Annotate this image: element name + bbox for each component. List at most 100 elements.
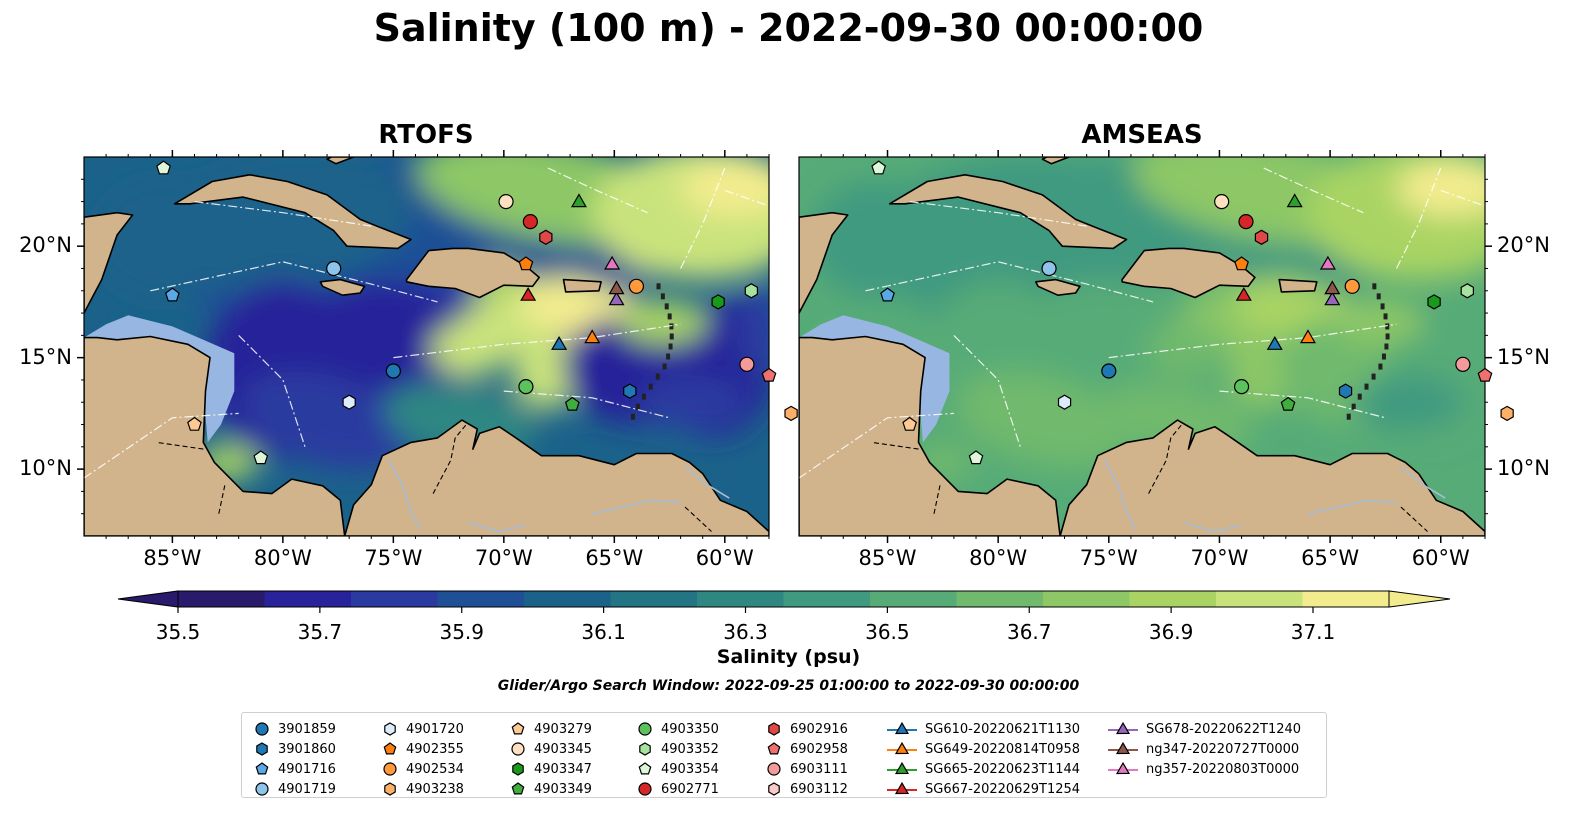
colorbar-segment xyxy=(1216,591,1303,607)
legend-label: 4901719 xyxy=(278,781,336,797)
panel-title-amseas: AMSEAS xyxy=(1081,120,1203,150)
lat-tick-label: 20°N xyxy=(19,233,72,258)
platform-marker xyxy=(604,255,621,270)
platform-marker xyxy=(1338,383,1353,399)
platform-marker xyxy=(1455,356,1471,372)
legend-item: 4903279 xyxy=(510,719,592,739)
legend-label: 4903349 xyxy=(534,781,592,797)
platform-marker xyxy=(520,287,537,301)
legend-label: SG665-20220623T1144 xyxy=(925,761,1081,777)
legend-marker xyxy=(1108,741,1138,755)
landmass xyxy=(405,247,540,299)
colorbar-tick-label: 35.5 xyxy=(156,620,201,644)
platform-marker xyxy=(628,278,645,294)
legend-marker xyxy=(256,742,268,756)
legend-item: SG610-20220621T1130 xyxy=(887,719,1080,739)
lon-tick-label: 80°W xyxy=(969,546,1028,570)
legend-item: ng347-20220727T0000 xyxy=(1108,739,1301,759)
legend-symbol xyxy=(255,782,269,796)
colorbar-tick-label: 37.1 xyxy=(1291,620,1336,644)
legend-column: 4903279 4903345 4903347 4903349 xyxy=(510,719,592,799)
colorbar-segment xyxy=(870,591,957,607)
lat-tick-label: 10°N xyxy=(19,456,72,481)
legend-symbol xyxy=(638,722,652,736)
colorbar-tick-label: 36.9 xyxy=(1149,620,1194,644)
legend-label: SG610-20220621T1130 xyxy=(925,721,1081,737)
landmass xyxy=(326,157,355,165)
platform-marker xyxy=(342,394,356,410)
platform-marker xyxy=(1280,396,1296,411)
lon-tick-label: 70°W xyxy=(474,546,533,570)
platform-marker xyxy=(1299,329,1316,344)
legend-column: SG610-20220621T1130 SG649-20220814T0958 SG… xyxy=(887,719,1080,799)
colorbar-tick-label: 35.9 xyxy=(439,620,484,644)
landmass xyxy=(84,335,346,536)
platform-marker xyxy=(1214,193,1230,210)
legend-marker xyxy=(638,782,652,796)
legend-symbol xyxy=(1115,741,1131,755)
platform-marker xyxy=(739,356,755,372)
legend-label: 4903238 xyxy=(406,781,464,797)
platform-marker xyxy=(1057,394,1072,410)
legend-symbol xyxy=(256,742,268,756)
colorbar-segment xyxy=(783,591,871,607)
colorbar-min-extend xyxy=(117,590,179,608)
legend-marker xyxy=(638,762,652,775)
amseas-map-panel xyxy=(798,150,1514,543)
platform-marker xyxy=(1234,256,1249,271)
colorbar-segment xyxy=(697,591,784,607)
landmass xyxy=(1035,278,1081,296)
legend-marker xyxy=(768,722,780,736)
legend-label: ng347-20220727T0000 xyxy=(1146,741,1300,757)
legend-symbol xyxy=(768,782,780,796)
colorbar-max-extend xyxy=(1388,590,1451,608)
legend-marker xyxy=(511,782,525,795)
colorbar: 35.5 35.7 35.9 36.1 36.3 36.5 36.7 36.9 37.1 xyxy=(117,590,1451,644)
platform-marker xyxy=(744,283,759,299)
legend-marker xyxy=(512,762,524,776)
lon-tick-label: 75°W xyxy=(364,546,423,570)
legend-label: 4903279 xyxy=(534,721,592,737)
platform-marker xyxy=(1233,379,1250,395)
legend-item: 3901860 xyxy=(254,739,336,759)
landmass xyxy=(1041,157,1070,165)
landmass xyxy=(1278,278,1318,293)
legend-label: 3901860 xyxy=(278,741,336,757)
legend-item: ng357-20220803T0000 xyxy=(1108,759,1301,779)
legend-item: 4903354 xyxy=(637,759,719,779)
legend-marker xyxy=(1108,761,1138,775)
platform-marker xyxy=(551,336,568,350)
legend-symbol xyxy=(767,762,781,776)
legend-item: 6902771 xyxy=(637,779,719,799)
platform-marker xyxy=(564,396,580,411)
platform-marker xyxy=(1427,294,1441,310)
colorbar-segment xyxy=(178,591,265,607)
lon-tick-label: 60°W xyxy=(695,546,754,570)
legend-item: 4901720 xyxy=(382,719,464,739)
lat-tick-label: 15°N xyxy=(19,344,72,369)
legend-symbol xyxy=(767,742,781,755)
legend-label: 6903112 xyxy=(790,781,848,797)
platform-marker xyxy=(1286,193,1303,208)
legend-label: SG678-20220622T1240 xyxy=(1146,721,1302,737)
legend-column: 6902916 6902958 6903111 6903112 xyxy=(766,719,848,799)
legend-column: 4901720 4902355 4902534 4903238 xyxy=(382,719,464,799)
legend-label: SG667-20220629T1254 xyxy=(925,781,1081,797)
platform-marker xyxy=(1500,405,1514,422)
legend-item: 6902958 xyxy=(766,739,848,759)
legend-item: 3901859 xyxy=(254,719,336,739)
legend-column: SG678-20220622T1240 ng347-20220727T0000 ng… xyxy=(1108,719,1301,779)
legend-item: 4902355 xyxy=(382,739,464,759)
landmass xyxy=(888,174,1128,250)
platform-marker xyxy=(187,416,202,431)
panel-title-rtofs: RTOFS xyxy=(378,120,474,150)
platform-marker xyxy=(326,260,342,277)
colorbar-segment xyxy=(264,591,352,607)
landmass xyxy=(799,211,849,314)
landmass xyxy=(84,211,134,314)
colorbar-segment xyxy=(524,591,611,607)
platform-marker xyxy=(608,280,625,295)
legend-label: 4903350 xyxy=(661,721,719,737)
legend-column: 4903350 4903352 4903354 6902771 xyxy=(637,719,719,799)
